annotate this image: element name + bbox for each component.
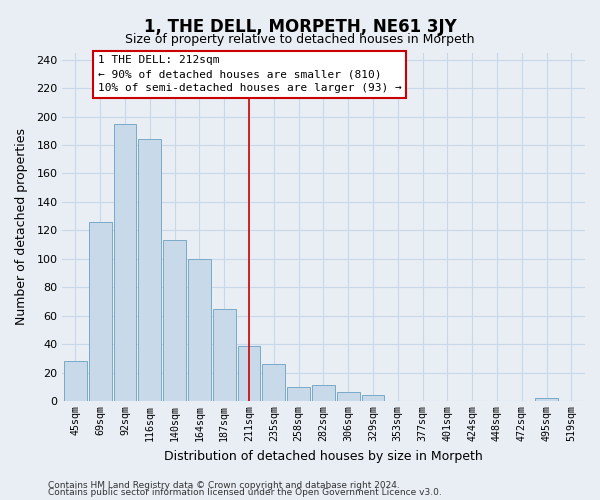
Bar [362,396,385,401]
Bar [312,386,335,401]
Bar [262,364,285,401]
Bar [113,124,136,401]
Bar [163,240,186,401]
Text: 1, THE DELL, MORPETH, NE61 3JY: 1, THE DELL, MORPETH, NE61 3JY [143,18,457,36]
Bar [238,346,260,401]
Bar [139,140,161,401]
Bar [337,392,359,401]
Bar [64,361,87,401]
Bar [89,222,112,401]
Bar [188,259,211,401]
Y-axis label: Number of detached properties: Number of detached properties [15,128,28,325]
X-axis label: Distribution of detached houses by size in Morpeth: Distribution of detached houses by size … [164,450,483,462]
Text: Contains public sector information licensed under the Open Government Licence v3: Contains public sector information licen… [48,488,442,497]
Bar [535,398,558,401]
Text: Contains HM Land Registry data © Crown copyright and database right 2024.: Contains HM Land Registry data © Crown c… [48,480,400,490]
Text: 1 THE DELL: 212sqm
← 90% of detached houses are smaller (810)
10% of semi-detach: 1 THE DELL: 212sqm ← 90% of detached hou… [98,56,401,94]
Text: Size of property relative to detached houses in Morpeth: Size of property relative to detached ho… [125,32,475,46]
Bar [287,387,310,401]
Bar [213,308,236,401]
